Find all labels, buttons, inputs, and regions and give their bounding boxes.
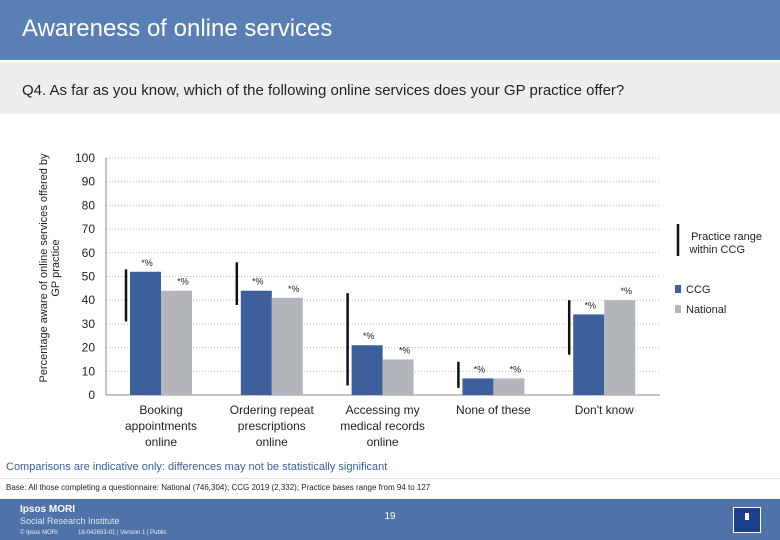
page-number: 19 <box>384 511 396 522</box>
bar-ccg <box>462 378 494 395</box>
category-label: medical records <box>340 419 425 433</box>
data-label: *% <box>584 300 596 310</box>
legend-label: CCG <box>686 284 710 296</box>
category-label: Booking <box>139 403 182 417</box>
category-label: Accessing my <box>346 403 420 417</box>
y-tick-label: 40 <box>82 293 96 307</box>
bar-national <box>604 300 636 395</box>
y-axis-label-line: GP practice <box>50 239 62 296</box>
data-label: *% <box>620 286 632 296</box>
y-axis-label: Percentage aware of online services offe… <box>38 153 62 383</box>
category-label: prescriptions <box>238 419 306 433</box>
legend-label: National <box>686 304 726 316</box>
comparison-note: Comparisons are indicative only: differe… <box>6 461 388 473</box>
y-tick-label: 60 <box>82 246 96 260</box>
data-label: *% <box>177 277 189 287</box>
ipsos-mori-logo: Ipsos MORI Social Research Institute <box>20 505 120 526</box>
category-label: appointments <box>125 419 197 433</box>
data-label: *% <box>252 277 264 287</box>
data-label: *% <box>141 258 153 268</box>
data-label: *% <box>474 364 486 374</box>
category-label: online <box>367 435 399 449</box>
logo-line-2: Social Research Institute <box>20 516 120 526</box>
bar-ccg <box>240 290 272 395</box>
y-tick-label: 30 <box>82 317 96 331</box>
bar-ccg <box>130 271 161 395</box>
category-label: Ordering repeat <box>230 403 315 417</box>
y-tick-label: 10 <box>82 364 96 378</box>
bar-national <box>271 297 303 395</box>
bar-national <box>161 290 192 395</box>
slide-title: Awareness of online services <box>22 15 333 42</box>
data-label: *% <box>399 345 411 355</box>
legend-range-label-line-1: Practice range <box>691 231 762 243</box>
logo-line-1: Ipsos MORI <box>20 504 76 515</box>
copyright-text: © Ipsos MORI <box>20 530 58 536</box>
slide-header: Awareness of online services <box>0 0 780 60</box>
data-label: *% <box>363 331 375 341</box>
legend-swatch-ccg <box>675 285 681 293</box>
category-label: None of these <box>456 403 531 417</box>
job-number: 18-042653-01 | Version 1 | Public <box>78 530 167 536</box>
y-axis-label-line: Percentage aware of online services offe… <box>38 153 50 383</box>
footer-bar: Ipsos MORI Social Research Institute 19 … <box>0 499 780 540</box>
y-tick-label: 100 <box>75 151 95 165</box>
y-tick-label: 80 <box>82 198 96 212</box>
y-tick-label: 0 <box>88 388 95 402</box>
category-label: online <box>256 435 288 449</box>
bar-national <box>493 378 525 395</box>
data-label: *% <box>510 364 522 374</box>
base-text: Base: All those completing a questionnai… <box>6 483 431 492</box>
category-label: online <box>145 435 177 449</box>
legend-range-label-line-2: within CCG <box>688 244 745 256</box>
bar-national <box>382 359 414 395</box>
ipsos-badge-icon <box>733 507 761 533</box>
question-text: Q4. As far as you know, which of the fol… <box>22 82 625 99</box>
base-bar: Base: All those completing a questionnai… <box>0 478 780 498</box>
data-label: *% <box>288 284 300 294</box>
bar-ccg <box>351 345 383 395</box>
category-label: Don't know <box>575 403 634 417</box>
y-tick-label: 70 <box>82 222 96 236</box>
y-tick-label: 50 <box>82 270 96 284</box>
bar-ccg <box>573 314 605 395</box>
y-tick-label: 90 <box>82 175 96 189</box>
legend-swatch-national <box>675 305 681 313</box>
y-tick-label: 20 <box>82 341 96 355</box>
question-bar: Q4. As far as you know, which of the fol… <box>0 62 780 114</box>
